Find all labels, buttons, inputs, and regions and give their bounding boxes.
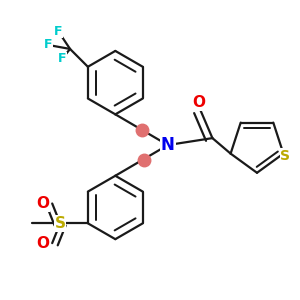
Text: F: F (44, 38, 52, 52)
Text: S: S (280, 148, 290, 163)
Text: O: O (192, 95, 205, 110)
Text: O: O (36, 236, 49, 250)
Text: S: S (55, 216, 66, 231)
Text: N: N (161, 136, 175, 154)
Text: O: O (36, 196, 49, 211)
Text: F: F (54, 25, 62, 38)
Text: F: F (58, 52, 66, 65)
